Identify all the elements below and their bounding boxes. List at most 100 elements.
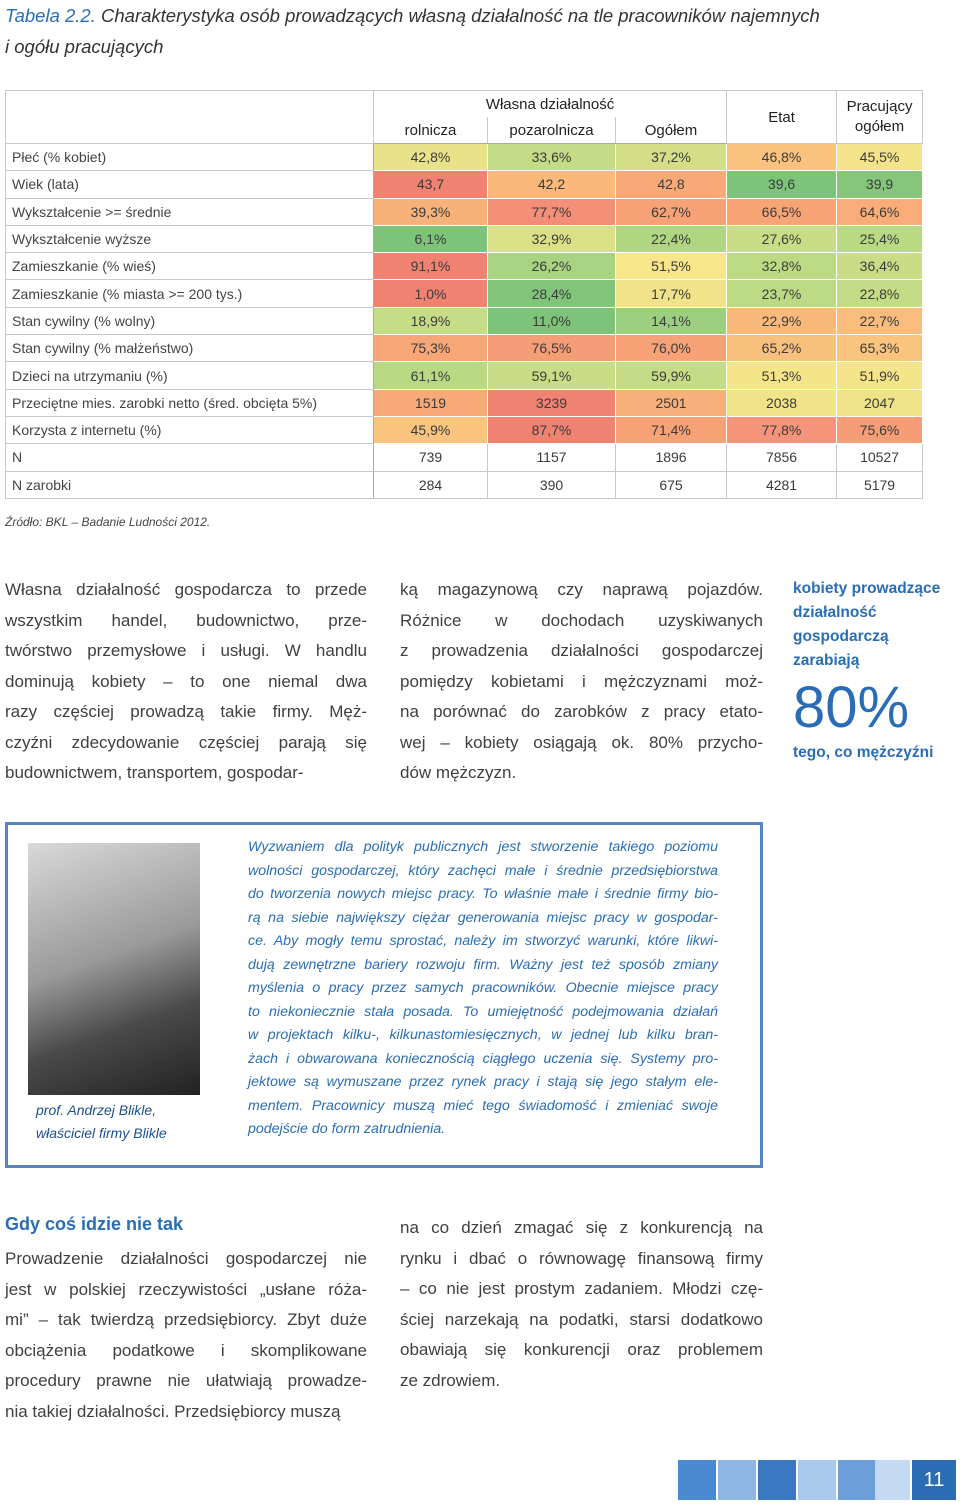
table-cell: 3239 bbox=[487, 388, 616, 417]
corner-cell bbox=[5, 90, 374, 144]
portrait-photo bbox=[28, 843, 200, 1095]
row-label: Korzysta z internetu (%) bbox=[5, 415, 374, 445]
table-cell: 1157 bbox=[487, 443, 616, 472]
table-cell: 6,1% bbox=[373, 224, 488, 254]
row-label: Wykształcenie >= średnie bbox=[5, 197, 374, 226]
table-row: N 739 1157 1896 7856 10527 bbox=[5, 443, 924, 472]
table-cell: 17,7% bbox=[614, 279, 728, 308]
table-cell: 76,0% bbox=[614, 334, 728, 363]
text-line: rynku i dbać o równowagę finansową firmy bbox=[400, 1248, 763, 1268]
table-row: Korzysta z internetu (%) 45,9% 87,7% 71,4% 7… bbox=[5, 415, 924, 445]
table-cell: 2047 bbox=[836, 388, 924, 417]
text-line: z prowadzenia działalności gospodarczej bbox=[400, 641, 763, 660]
text-line: czyźni zdecydowanie częściej parają się bbox=[5, 732, 367, 752]
quote-line: Wyzwaniem dla polityk publicznych jest s… bbox=[248, 839, 718, 855]
table-cell: 14,1% bbox=[614, 306, 728, 336]
table-cell: 1896 bbox=[614, 443, 728, 472]
quote-line: dują zewnętrzne bariery rozwoju firm. Wa… bbox=[248, 956, 718, 973]
table-cell: 65,3% bbox=[836, 334, 924, 363]
table-cell: 739 bbox=[373, 443, 488, 472]
table-cell: 45,5% bbox=[836, 142, 924, 172]
table-cell: 39,6 bbox=[726, 170, 838, 199]
sidebar-figure: 80% bbox=[793, 675, 910, 740]
table-cell: 64,6% bbox=[836, 197, 924, 226]
table-cell: 22,8% bbox=[836, 279, 924, 308]
table-cell: 77,7% bbox=[487, 197, 616, 226]
column-header: Ogółem bbox=[614, 117, 728, 144]
table-cell: 10527 bbox=[836, 443, 924, 472]
text-line: wej – kobiety osiągają ok. 80% przycho- bbox=[400, 732, 763, 752]
text-line: wszystkim handel, budownictwo, prze- bbox=[5, 610, 367, 630]
text-line: ściej narzekają na podatki, starsi dodat… bbox=[400, 1309, 763, 1329]
quote-line: do tworzenia nowych miejsc pracy. To wła… bbox=[248, 886, 718, 902]
table-row: Wykształcenie wyższe 6,1% 32,9% 22,4% 27,6% 2… bbox=[5, 224, 924, 254]
table-cell: 62,7% bbox=[614, 197, 728, 226]
table-cell: 87,7% bbox=[487, 415, 616, 445]
row-label: N zarobki bbox=[5, 470, 374, 499]
table-cell: 2038 bbox=[726, 388, 838, 417]
quote-line: to niekoniecznie stała posada. To umieję… bbox=[248, 1003, 718, 1020]
text-column: na co dzień zmagać się z konkurencją na r… bbox=[400, 1213, 763, 1396]
text-line: budownictwem, transportem, gospodar- bbox=[5, 763, 304, 782]
text-line: dominują kobiety – to one niemal dwa bbox=[5, 671, 367, 691]
row-label: Wiek (lata) bbox=[5, 170, 374, 199]
table-cell: 75,3% bbox=[373, 334, 488, 363]
title-line: Tabela 2.2. Charakterystyka osób prowadz… bbox=[5, 0, 820, 31]
data-table: Własna działalność Etat Pracujący ogółem… bbox=[5, 90, 924, 499]
quote-line: wolności gospodarczej, który zachęci mał… bbox=[248, 862, 718, 879]
table-cell: 76,5% bbox=[487, 334, 616, 363]
table-cell: 25,4% bbox=[836, 224, 924, 254]
title: Tabela 2.2. Charakterystyka osób prowadz… bbox=[5, 0, 820, 62]
row-label: Zamieszkanie (% miasta >= 200 tys.) bbox=[5, 279, 374, 308]
column-header: pozarolnicza bbox=[487, 117, 616, 144]
text-line: na porównać do zarobków z pracy etato- bbox=[400, 702, 763, 721]
table-cell: 77,8% bbox=[726, 415, 838, 445]
sidebar-line: zarabiają bbox=[793, 652, 860, 669]
decor-square bbox=[718, 1460, 756, 1500]
table-cell: 27,6% bbox=[726, 224, 838, 254]
table-cell: 28,4% bbox=[487, 279, 616, 308]
table-cell: 61,1% bbox=[373, 361, 488, 390]
table-cell: 2501 bbox=[614, 388, 728, 417]
text-line: dów mężczyzn. bbox=[400, 763, 517, 782]
text-line: procedury prawne nie ułatwiają prowadze- bbox=[5, 1371, 367, 1390]
table-cell: 26,2% bbox=[487, 252, 616, 281]
table-cell: 51,9% bbox=[836, 361, 924, 390]
row-label: Zamieszkanie (% wieś) bbox=[5, 252, 374, 281]
table-cell: 22,4% bbox=[614, 224, 728, 254]
decor-square bbox=[875, 1460, 910, 1500]
table-cell: 36,4% bbox=[836, 252, 924, 281]
text-line: ką magazynową czy naprawą pojazdów. bbox=[400, 580, 763, 599]
table-row: Wykształcenie >= średnie 39,3% 77,7% 62,7% 6… bbox=[5, 197, 924, 226]
row-label: Stan cywilny (% małżeństwo) bbox=[5, 334, 374, 363]
decor-square bbox=[678, 1460, 716, 1500]
table-cell: 23,7% bbox=[726, 279, 838, 308]
sidebar-line: gospodarczą bbox=[793, 628, 889, 645]
table-cell: 75,6% bbox=[836, 415, 924, 445]
table-cell: 39,3% bbox=[373, 197, 488, 226]
text-line: na co dzień zmagać się z konkurencją na bbox=[400, 1218, 763, 1237]
text-line: obawiają się konkurencji oraz problemem bbox=[400, 1340, 763, 1359]
table-cell: 65,2% bbox=[726, 334, 838, 363]
table-row: N zarobki 284 390 675 4281 5179 bbox=[5, 470, 924, 499]
text-line: ze zdrowiem. bbox=[400, 1370, 501, 1390]
quote-line: podejście do form zatrudnienia. bbox=[248, 1121, 446, 1137]
title-line: i ogółu pracujących bbox=[5, 36, 164, 57]
table-row: Zamieszkanie (% wieś) 91,1% 26,2% 51,5% 32,8… bbox=[5, 252, 924, 281]
table-cell: 1,0% bbox=[373, 279, 488, 308]
quote-line: jektowe są wymuszane przez rynek pracy i… bbox=[248, 1074, 718, 1090]
quote-line: żach i obwarowana koniecznością ciągłego… bbox=[248, 1050, 718, 1067]
decor-square bbox=[758, 1460, 796, 1500]
table-cell: 42,8 bbox=[614, 170, 728, 199]
column-header: Etat bbox=[726, 90, 838, 144]
table-cell: 5179 bbox=[836, 470, 924, 499]
table-cell: 18,9% bbox=[373, 306, 488, 336]
text-line: Różnice w dochodach uzyskiwanych bbox=[400, 610, 763, 630]
sidebar-line: kobiety prowadzące bbox=[793, 580, 941, 597]
table-cell: 7856 bbox=[726, 443, 838, 472]
group-header: Własna działalność bbox=[372, 90, 728, 117]
row-label: Wykształcenie wyższe bbox=[5, 224, 374, 254]
photo-caption: prof. Andrzej Blikle, właściciel firmy Bl… bbox=[36, 1099, 167, 1145]
table-cell: 51,5% bbox=[614, 252, 728, 281]
